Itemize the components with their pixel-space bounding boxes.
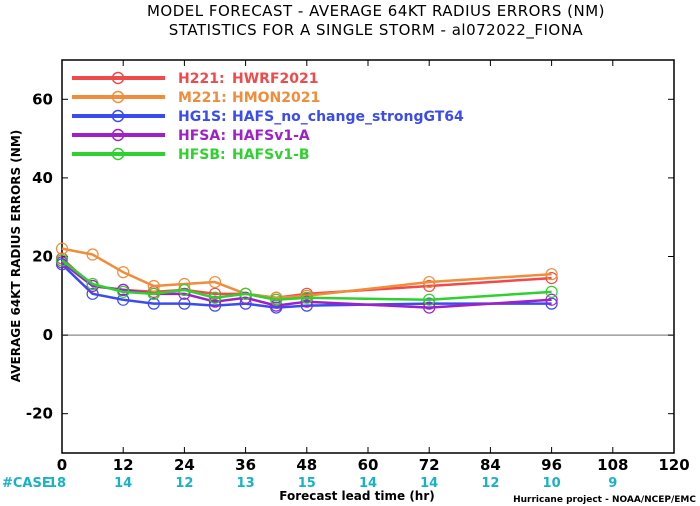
data-point (86, 287, 99, 300)
series-2 (55, 258, 558, 314)
data-point (423, 275, 436, 289)
legend-series-desc: HAFS_no_change_strongGT64 (232, 109, 464, 125)
case-count: 14 (359, 476, 377, 491)
data-point (208, 287, 222, 300)
data-point (55, 254, 69, 267)
x-tick-label: 60 (358, 456, 379, 474)
legend-swatch-marker (111, 109, 125, 123)
data-point (178, 287, 191, 300)
legend-series-desc: HAFSv1-B (232, 147, 310, 163)
case-count: 18 (48, 476, 66, 491)
legend-item-2: HG1S: HAFS_no_change_strongGT64 (72, 109, 464, 125)
case-count: 14 (114, 476, 132, 491)
x-tick-label: 24 (174, 456, 195, 474)
data-point (545, 272, 558, 285)
data-point (117, 285, 130, 298)
data-point (300, 299, 313, 312)
case-count: 9 (608, 476, 617, 491)
data-point (423, 301, 436, 314)
legend-series-name: HFSA: (178, 128, 226, 144)
legend-series-desc: HAFSv1-A (232, 128, 310, 144)
x-tick-label: 48 (296, 456, 317, 474)
data-point (270, 293, 283, 306)
legend-series-name: HFSB: (178, 147, 226, 163)
x-tick-label: 12 (113, 456, 134, 474)
case-count: 14 (420, 476, 438, 491)
data-point (300, 291, 313, 304)
data-point (208, 275, 222, 289)
data-point (300, 295, 313, 308)
legend-item-1: M221: HMON2021 (72, 90, 320, 106)
data-point (147, 297, 160, 310)
case-count: 12 (481, 476, 499, 491)
data-point (208, 291, 222, 304)
x-tick-label: 36 (235, 456, 256, 474)
x-tick-label: 120 (658, 456, 689, 474)
data-point (545, 285, 558, 298)
x-axis-label: Forecast lead time (hr) (279, 489, 435, 503)
data-point (239, 291, 252, 304)
legend-item-4: HFSB: HAFSv1-B (72, 147, 310, 163)
data-point (208, 295, 222, 308)
y-tick-label: 0 (43, 326, 53, 344)
legend-series-name: M221: (178, 90, 227, 106)
legend-swatch-marker (111, 128, 125, 142)
x-tick-label: 72 (419, 456, 440, 474)
data-point (86, 277, 99, 291)
legend-swatch-marker (111, 71, 125, 85)
legend-item-3: HFSA: HAFSv1-A (72, 128, 310, 144)
y-tick-label: 60 (32, 90, 53, 108)
footer-credit: Hurricane project - NOAA/NCEP/EMC (513, 495, 696, 505)
x-tick-label: 84 (480, 456, 501, 474)
legend-swatch-marker (111, 90, 125, 104)
case-count: 15 (298, 476, 316, 491)
data-point (545, 297, 558, 310)
y-tick-label: 20 (32, 248, 53, 266)
y-tick-label: -20 (26, 405, 53, 423)
legend-series-name: H221: (178, 71, 225, 87)
legend-item-0: H221: HWRF2021 (72, 71, 318, 87)
data-point (117, 266, 130, 279)
data-point (86, 248, 99, 261)
data-point (147, 279, 160, 293)
case-count: 13 (237, 476, 255, 491)
data-point (423, 297, 436, 310)
series-4 (55, 254, 558, 306)
series-line (61, 259, 552, 301)
data-point (423, 293, 436, 306)
chart-title-line-2: STATISTICS FOR A SINGLE STORM - al072022… (169, 21, 584, 40)
data-point (147, 287, 160, 300)
series-line (61, 263, 552, 309)
legend-series-desc: HWRF2021 (232, 71, 318, 87)
data-point (239, 287, 252, 300)
y-axis-label: AVERAGE 64KT RADIUS ERRORS (NM) (9, 130, 23, 382)
legend-swatch-marker (111, 147, 125, 161)
data-point (208, 299, 222, 312)
legend-series-desc: HMON2021 (232, 90, 320, 106)
data-point (178, 283, 191, 297)
series-line (61, 247, 552, 300)
data-point (55, 242, 69, 255)
x-tick-label: 96 (541, 456, 562, 474)
case-count: 10 (543, 476, 561, 491)
case-row-label: #CASE (2, 476, 51, 491)
data-point (178, 297, 191, 310)
data-point (545, 268, 558, 281)
x-tick-label: 0 (57, 456, 67, 474)
data-point (117, 293, 130, 306)
x-tick-label: 108 (597, 456, 628, 474)
y-tick-label: 40 (32, 169, 53, 187)
data-point (423, 279, 436, 293)
legend-series-name: HG1S: (178, 109, 227, 125)
data-point (545, 293, 558, 306)
chart-title-line-1: MODEL FORECAST - AVERAGE 64KT RADIUS ERR… (147, 2, 605, 20)
case-count: 12 (175, 476, 193, 491)
